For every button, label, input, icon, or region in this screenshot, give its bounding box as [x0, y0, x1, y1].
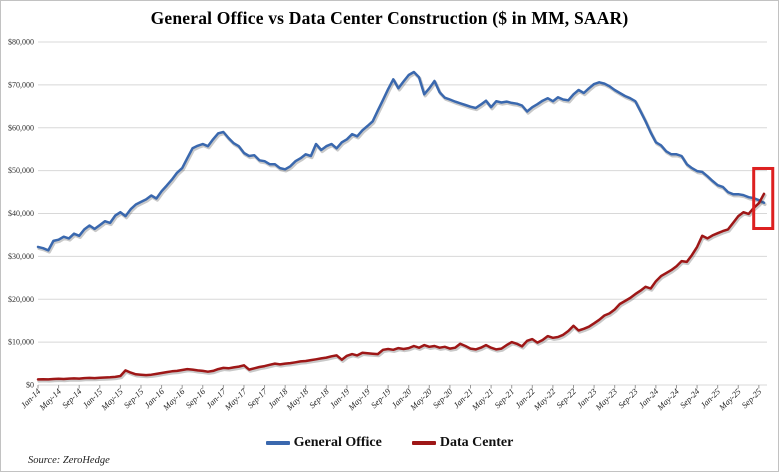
x-axis-label: May-22 — [531, 386, 558, 413]
y-axis-label: $40,000 — [8, 209, 34, 218]
x-axis-label: Sep-23 — [616, 386, 640, 410]
source-credit: Source: ZeroHedge — [28, 455, 110, 466]
x-axis-label: Sep-21 — [492, 386, 516, 410]
x-axis-label: May-18 — [284, 386, 311, 413]
x-axis-label: May-21 — [469, 386, 495, 412]
y-axis-label: $20,000 — [8, 295, 34, 304]
y-axis-label: $10,000 — [8, 338, 34, 347]
x-axis-label: Sep-24 — [678, 386, 702, 410]
series-line-data-center — [36, 192, 766, 381]
chart-legend: General Office Data Center — [1, 435, 778, 451]
y-axis-label: $0 — [26, 381, 34, 390]
x-axis-label: May-23 — [593, 386, 619, 412]
x-axis-label: Sep-20 — [431, 386, 455, 410]
y-axis-label: $50,000 — [8, 166, 34, 175]
general-office-line-swatch — [265, 441, 290, 445]
y-axis-label: $30,000 — [8, 252, 34, 261]
series-line-general-office-shadow — [37, 72, 767, 254]
x-axis-label: May-24 — [654, 386, 681, 413]
series-line-general-office — [36, 70, 766, 252]
x-axis-label: Sep-15 — [122, 386, 146, 410]
highlight-rect-annotation — [752, 166, 775, 231]
legend-item-general-office: General Office — [265, 435, 382, 451]
chart-title: General Office vs Data Center Constructi… — [150, 8, 629, 28]
x-axis-label: May-15 — [98, 386, 124, 412]
x-axis-label: May-19 — [345, 386, 372, 413]
legend-label-data-center: Data Center — [439, 435, 514, 450]
x-axis-label: Sep-19 — [369, 386, 393, 410]
x-axis-label: Sep-16 — [183, 386, 207, 410]
x-axis-label: Sep-18 — [307, 386, 331, 410]
x-axis-label: Sep-14 — [60, 386, 84, 410]
x-axis-label: Sep-25 — [739, 386, 763, 410]
x-axis-label: Sep-22 — [554, 386, 578, 410]
data-center-line-swatch — [411, 441, 436, 445]
y-axis-label: $70,000 — [8, 80, 34, 89]
legend-item-data-center: Data Center — [411, 435, 514, 451]
legend-label-general-office: General Office — [293, 435, 382, 450]
y-axis-label: $60,000 — [8, 123, 34, 132]
x-axis-label: May-16 — [160, 386, 187, 413]
x-axis-label: May-25 — [716, 386, 742, 412]
series-line-data-center-shadow — [37, 193, 767, 383]
x-axis-label: May-17 — [222, 386, 249, 413]
x-axis-label: Sep-17 — [245, 386, 269, 410]
y-axis-label: $80,000 — [8, 38, 34, 47]
x-axis-label: May-14 — [37, 386, 64, 413]
x-axis-label: May-20 — [407, 386, 434, 413]
